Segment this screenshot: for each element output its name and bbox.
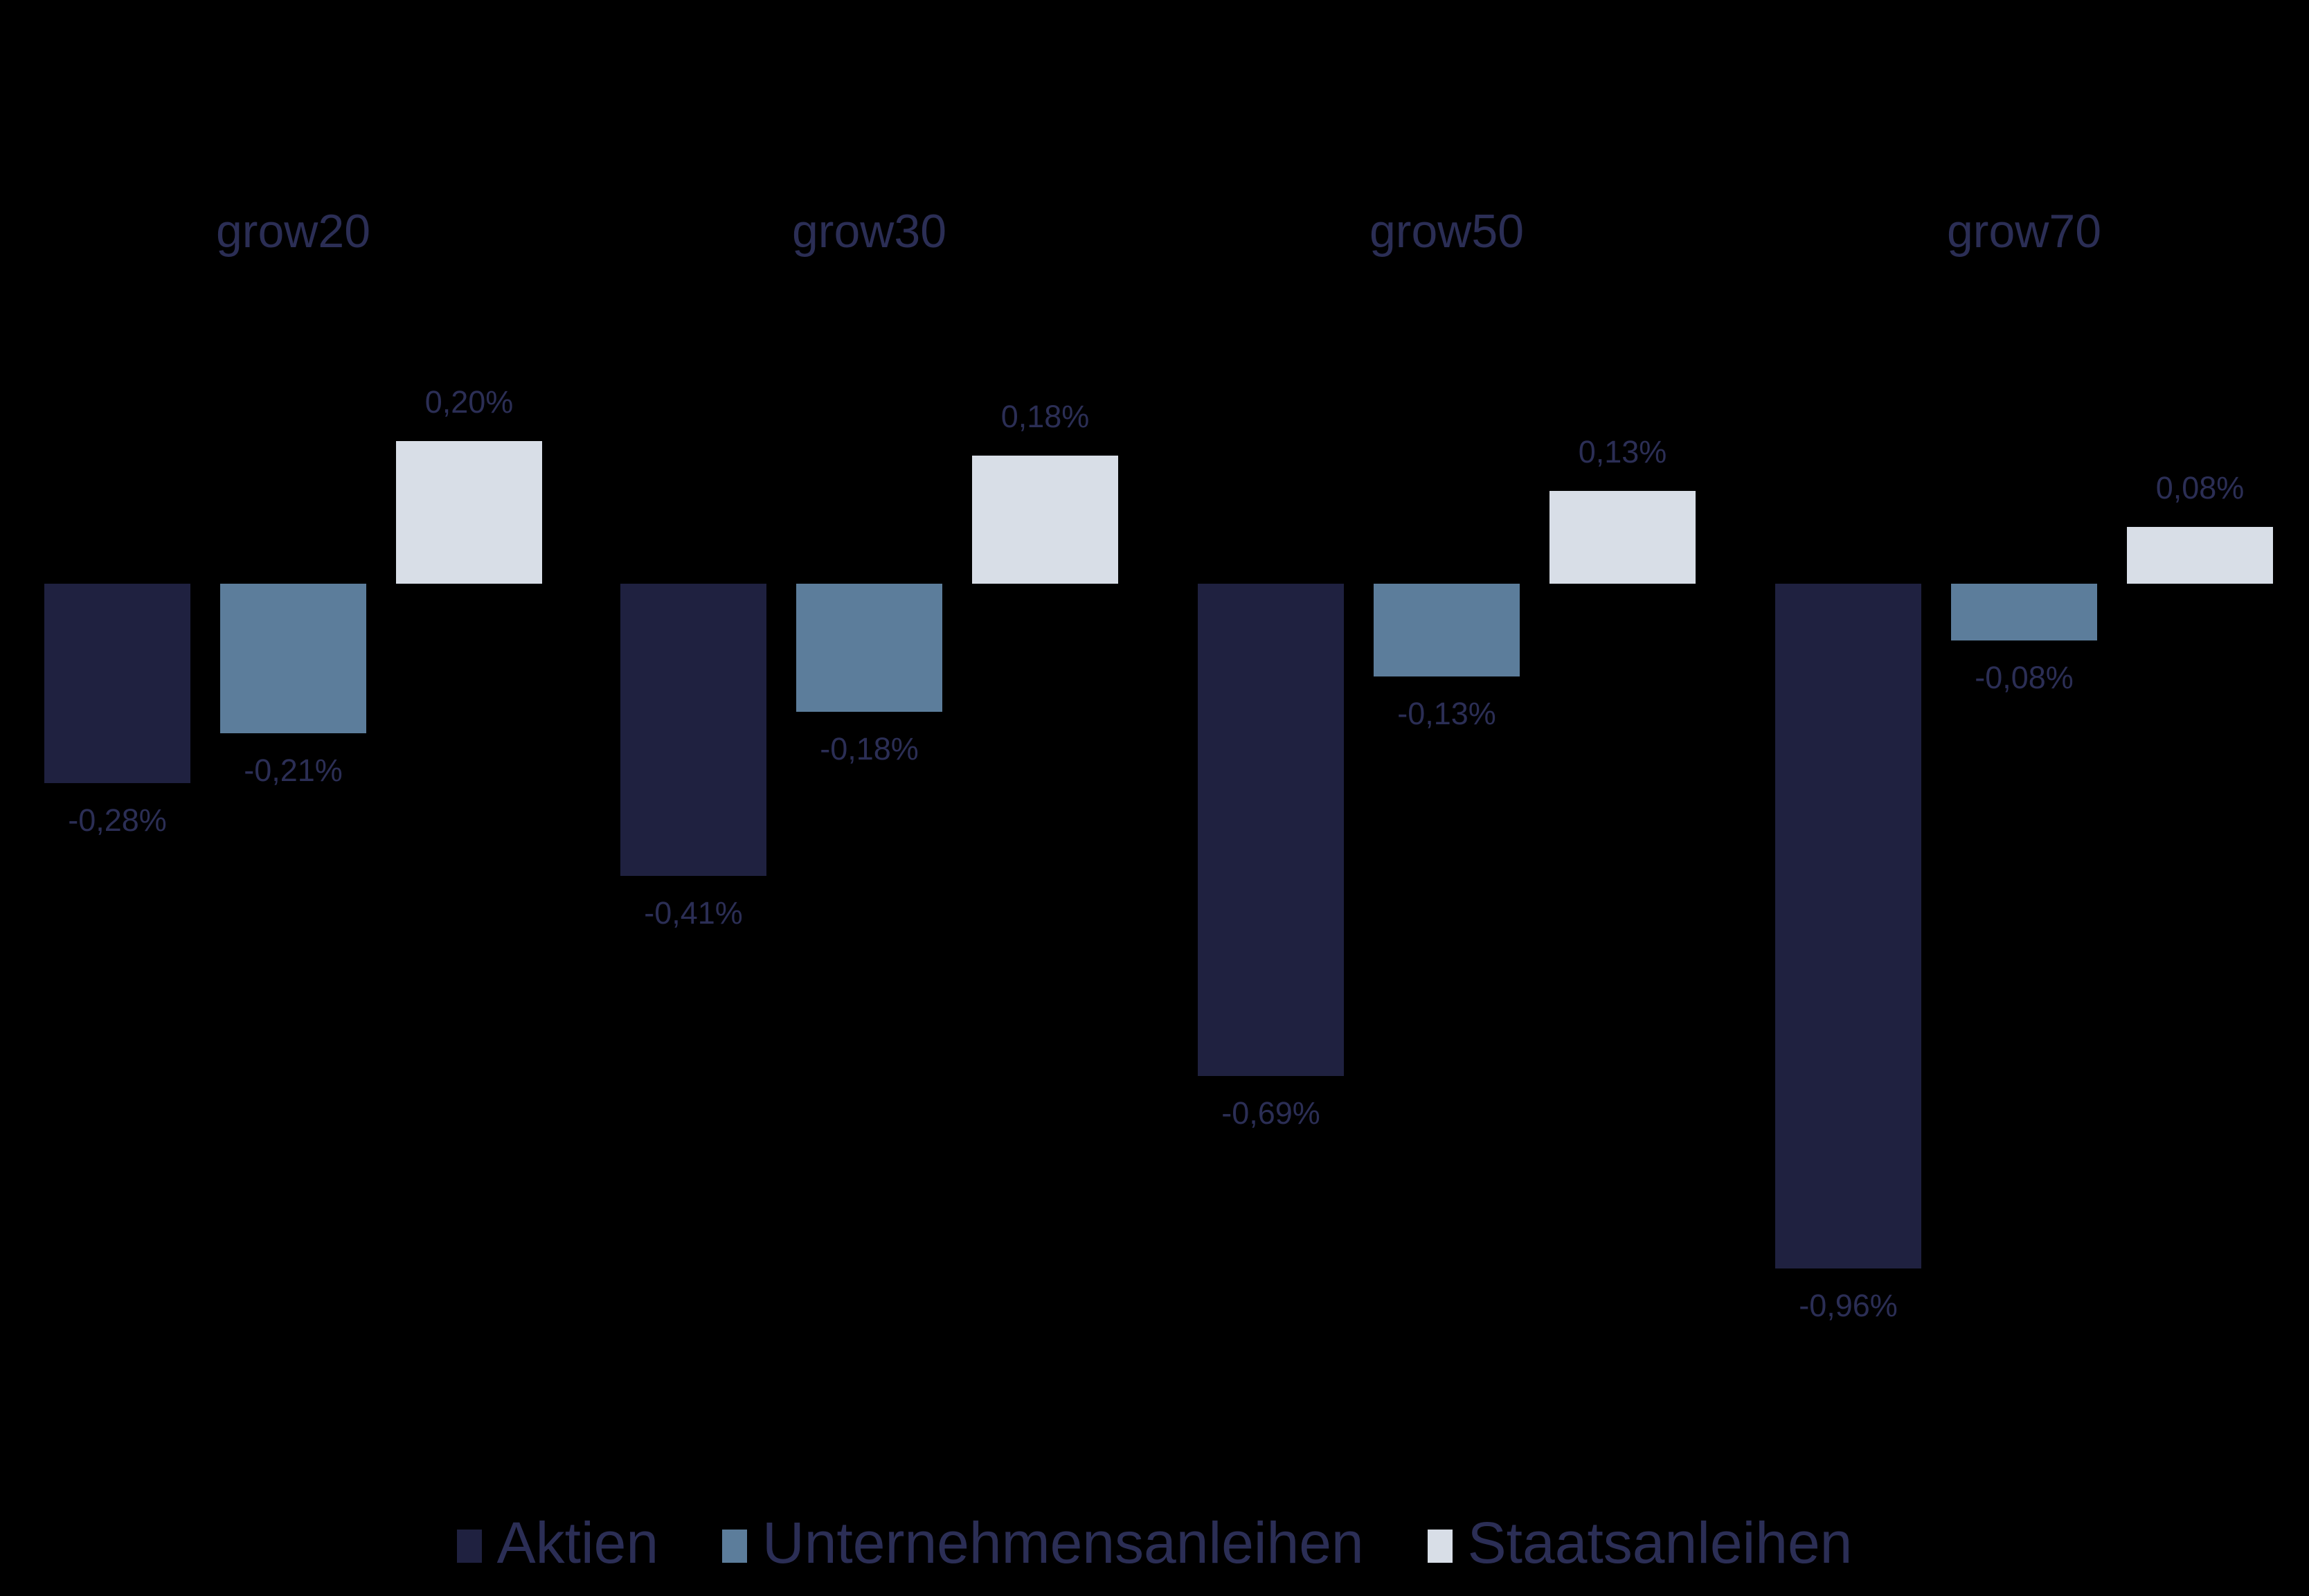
category-label-grow70: grow70	[1946, 205, 2102, 258]
legend-swatch-icon	[456, 1530, 482, 1563]
bar-Staatsanleihen-grow30	[972, 456, 1118, 584]
value-label-Aktien-grow30: -0,41%	[644, 895, 743, 931]
value-label-Staatsanleihen-grow30: 0,18%	[1000, 399, 1090, 434]
bar-Staatsanleihen-grow70	[2127, 527, 2273, 584]
legend: Aktien Unternehmensanleihen Staatsanleihen	[0, 1514, 2309, 1572]
legend-label: Staatsanleihen	[1467, 1510, 1853, 1575]
bar-Unternehmensanleihen-grow70	[1951, 584, 2097, 640]
legend-item-Aktien: Aktien	[456, 1510, 659, 1575]
value-label-Staatsanleihen-grow20: 0,20%	[424, 384, 514, 420]
value-label-Staatsanleihen-grow50: 0,13%	[1578, 434, 1667, 469]
value-label-Unternehmensanleihen-grow70: -0,08%	[1975, 660, 2074, 695]
bar-Aktien-grow70	[1775, 584, 1921, 1268]
legend-label: Aktien	[496, 1510, 659, 1575]
bar-Unternehmensanleihen-grow20	[220, 584, 366, 733]
legend-swatch-icon	[1427, 1530, 1453, 1563]
value-label-Unternehmensanleihen-grow50: -0,13%	[1397, 696, 1496, 731]
category-label-grow30: grow30	[791, 205, 947, 258]
bar-Unternehmensanleihen-grow30	[796, 584, 942, 712]
category-label-grow20: grow20	[215, 205, 371, 258]
bar-Aktien-grow50	[1198, 584, 1344, 1076]
bar-Aktien-grow20	[44, 584, 190, 783]
bar-Staatsanleihen-grow20	[396, 441, 542, 584]
bar-Unternehmensanleihen-grow50	[1374, 584, 1520, 676]
value-label-Aktien-grow70: -0,96%	[1799, 1288, 1898, 1323]
legend-item-Staatsanleihen: Staatsanleihen	[1427, 1510, 1853, 1575]
value-label-Unternehmensanleihen-grow20: -0,21%	[244, 753, 343, 788]
legend-swatch-icon	[722, 1530, 748, 1563]
bar-Aktien-grow30	[620, 584, 766, 876]
value-label-Staatsanleihen-grow70: 0,08%	[2155, 470, 2245, 505]
value-label-Aktien-grow20: -0,28%	[68, 803, 167, 838]
value-label-Unternehmensanleihen-grow30: -0,18%	[820, 731, 919, 766]
legend-label: Unternehmensanleihen	[762, 1510, 1364, 1575]
bar-Staatsanleihen-grow50	[1549, 491, 1696, 584]
value-label-Aktien-grow50: -0,69%	[1221, 1095, 1320, 1131]
category-label-grow50: grow50	[1369, 205, 1525, 258]
legend-item-Unternehmensanleihen: Unternehmensanleihen	[722, 1514, 1364, 1572]
